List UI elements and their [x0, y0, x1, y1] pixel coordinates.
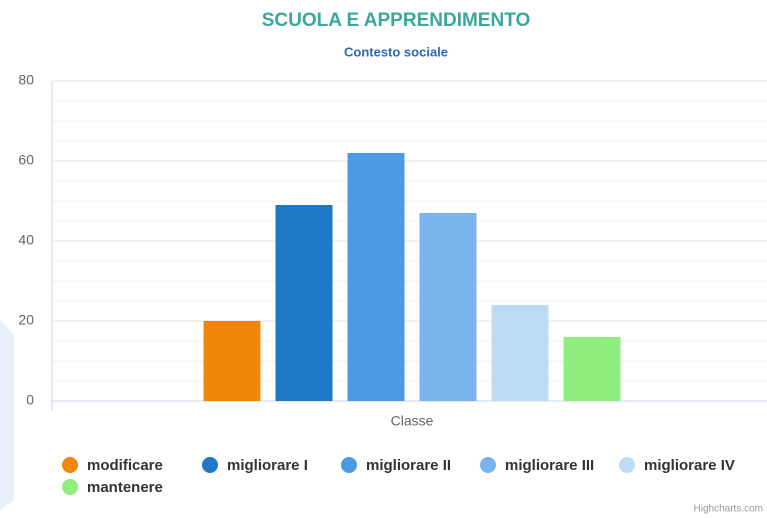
y-tick-label: 0	[26, 392, 34, 408]
legend-label: mantenere	[87, 479, 163, 496]
legend-label: migliorare I	[227, 457, 308, 474]
bar	[347, 153, 405, 401]
chart-title: SCUOLA E APPRENDIMENTO	[262, 10, 531, 31]
legend-label: migliorare III	[505, 457, 594, 474]
legend-marker	[62, 457, 78, 473]
legend-label: modificare	[87, 457, 163, 474]
legend-label: migliorare II	[366, 457, 451, 474]
legend-marker	[202, 457, 218, 473]
y-tick-label: 60	[18, 152, 34, 168]
chart-subtitle: Contesto sociale	[344, 44, 448, 59]
bar	[203, 321, 261, 401]
legend-marker	[480, 457, 496, 473]
legend-marker	[341, 457, 357, 473]
bar	[275, 205, 333, 401]
y-tick-label: 20	[18, 312, 34, 328]
x-axis-label: Classe	[391, 413, 434, 429]
legend-marker	[62, 479, 78, 495]
decoration	[0, 320, 14, 510]
y-tick-label: 40	[18, 232, 34, 248]
bar	[491, 305, 549, 401]
legend-label: migliorare IV	[644, 457, 735, 474]
legend-marker	[619, 457, 635, 473]
bar	[563, 337, 621, 401]
y-tick-label: 80	[18, 72, 34, 88]
bar	[419, 213, 477, 401]
credits: Highcharts.com	[694, 504, 763, 515]
